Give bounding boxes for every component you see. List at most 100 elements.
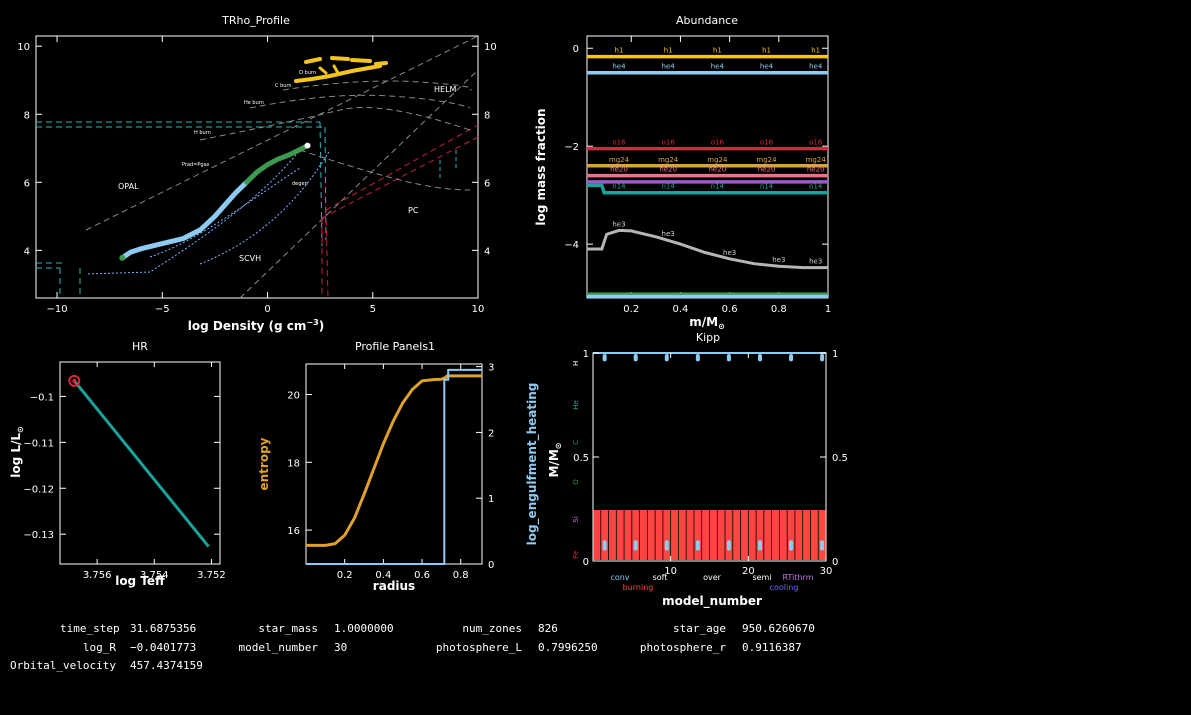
kipp-burning-bar <box>810 510 818 560</box>
kipp-ylabel: M/M⊙ <box>547 443 563 478</box>
trho-ytick-label: 4 <box>24 246 30 257</box>
kipp-legend-item: conv <box>610 573 629 582</box>
kipp-conv-mark-top <box>602 354 607 362</box>
abundance-ytick-label: −2 <box>564 142 579 153</box>
pc-boundary-2 <box>321 136 479 219</box>
abundance-line-label: mg24 <box>609 156 630 164</box>
abundance-xtick-label: 0.2 <box>623 304 639 315</box>
trho-label-oburn: O burn <box>299 70 316 76</box>
trho-xlabel: log Density (g cm−3) <box>188 318 324 333</box>
abundance-line-label: n14 <box>760 183 774 191</box>
profile-y2tick-label: 1 <box>488 494 494 505</box>
profile-panel: Profile Panels1 0.2 0.4 0.6 0.8 16 18 20 0 1 2 3 e… <box>257 340 540 593</box>
trho-ytick-label: 6 <box>24 178 30 189</box>
abundance-line-label: he4 <box>760 63 774 71</box>
abundance-line-label: ne20 <box>758 166 776 174</box>
hr-ytick-label: −0.11 <box>23 438 54 449</box>
info-orbital-velocity-value: 457.4374159 <box>130 659 203 672</box>
info-time-step-label: time_step <box>60 622 120 635</box>
info-model-number-label: model_number <box>238 641 318 654</box>
trho-y2tick-label: 10 <box>484 42 497 53</box>
kipp-burning-bar <box>702 510 710 560</box>
abundance-line-label: h1 <box>762 47 771 55</box>
helm-edge <box>439 150 457 180</box>
abundance-line-label: n14 <box>809 183 823 191</box>
abundance-line-label: o16 <box>760 139 774 147</box>
trho-ytick-label: 10 <box>17 42 30 53</box>
scvh-dotted-2 <box>149 167 301 258</box>
info-num-zones-value: 826 <box>538 622 558 635</box>
abundance-xtick-label: 0.6 <box>722 304 738 315</box>
kipp-burning-bar <box>795 510 803 560</box>
kipp-ytick-label: 1 <box>583 349 589 360</box>
kipp-burning-bar <box>779 510 787 560</box>
kipp-y2tick-label: 0.5 <box>832 453 848 464</box>
abundance-line-label: h1 <box>713 47 722 55</box>
trho-center-point <box>119 254 126 261</box>
trho-ytick-label: 8 <box>24 110 30 121</box>
eos-curve <box>299 149 471 191</box>
trho-label-opal: OPAL <box>118 182 139 191</box>
abundance-line-label: he3 <box>612 220 625 228</box>
abundance-line-label: he3 <box>772 256 785 264</box>
trho-label-pc: PC <box>408 206 419 215</box>
abundance-line-label: o16 <box>809 139 823 147</box>
prad-line <box>85 35 479 231</box>
kipp-conv-mark <box>726 540 731 551</box>
abundance-panel: Abundance 0.2 0.4 0.6 0.8 10−2−4 h1 h1 h1 h1 h1h… <box>534 14 831 331</box>
pc-boundary <box>325 124 479 211</box>
info-log-r-label: log_R <box>82 641 116 654</box>
trho-burn-zone-marks <box>294 56 388 83</box>
kipp-conv-mark <box>695 540 700 551</box>
hr-ylabel: log L/L⊙ <box>9 426 25 478</box>
info-photosphere-r-label: photosphere_r <box>639 641 726 654</box>
kipp-conv-mark <box>820 540 825 551</box>
kipp-element-labels: H He C O Si Fe <box>572 361 580 559</box>
profile-xtick-label: 0.2 <box>337 570 353 581</box>
abundance-line-label: mg24 <box>707 156 728 164</box>
kipp-y2tick-label: 0 <box>832 557 838 568</box>
kipp-burning-bar <box>787 510 795 560</box>
abundance-line-label: o16 <box>711 139 725 147</box>
info-photosphere-l-label: photosphere_L <box>435 641 522 654</box>
kipp-xtick-label: 20 <box>742 566 755 577</box>
kipp-element-label: H <box>572 361 580 366</box>
abundance-line-label: he4 <box>711 63 725 71</box>
profile-ytick-label: 16 <box>287 526 300 537</box>
hburn-curve <box>199 107 471 141</box>
abundance-xtick-label: 0.8 <box>771 304 787 315</box>
abundance-line-label: n14 <box>612 183 626 191</box>
profile-y2label: log_engulfment_heating <box>525 383 540 546</box>
kipp-y2tick-label: 1 <box>832 349 838 360</box>
hr-frame <box>59 361 221 565</box>
kipp-legend-item: semi <box>752 573 771 582</box>
kipp-element-label: Si <box>572 516 580 522</box>
info-orbital-velocity-label: Orbital_velocity <box>10 659 116 672</box>
hr-panel: HR 3.756 3.754 3.752 −0.1 −0.11 −0.12 −0.13 lo… <box>9 340 226 588</box>
kipp-element-label: O <box>572 479 580 485</box>
kipp-conv-mark <box>633 540 638 551</box>
info-num-zones-label: num_zones <box>462 622 522 635</box>
kipp-legend-item: RTithrm <box>783 573 814 582</box>
kipp-legend-item: over <box>703 573 722 582</box>
kipp-burning-bar <box>803 510 811 560</box>
abundance-series-n14 <box>587 183 828 195</box>
abundance-line-label: o16 <box>612 139 626 147</box>
trho-xtick-label: 0 <box>264 304 270 315</box>
profile-ylabel: entropy <box>257 437 271 490</box>
profile-series-entropy <box>306 374 482 547</box>
hr-xtick-label: 3.756 <box>83 570 112 581</box>
profile-ytick-label: 20 <box>287 391 300 402</box>
kipp-burning-bar <box>678 510 686 560</box>
kipp-xtick-label: 10 <box>664 566 677 577</box>
kipp-xtick-label: 30 <box>820 566 833 577</box>
abundance-line-label: mg24 <box>756 156 777 164</box>
profile-series <box>306 368 482 565</box>
kipp-burning-bar <box>709 510 717 560</box>
abundance-line-label: he3 <box>723 249 736 257</box>
abundance-ylabel: log mass fraction <box>534 108 548 225</box>
trho-profile-series <box>119 142 311 261</box>
trho-region-lines <box>36 35 479 299</box>
